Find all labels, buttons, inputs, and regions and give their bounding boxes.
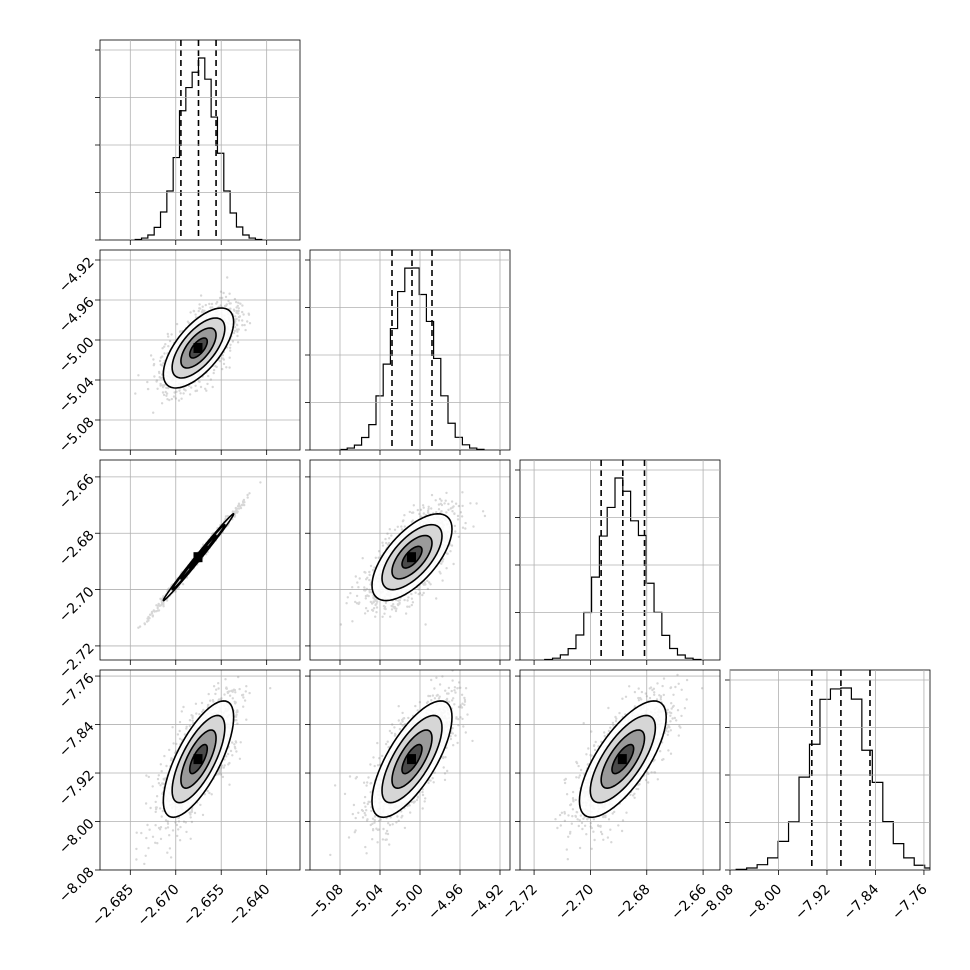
contour-2-0-3 xyxy=(162,512,235,602)
y-tick-label-3-0: −8.08 xyxy=(56,864,98,906)
panel-2-1-frame xyxy=(309,459,511,661)
density-peak-3-0 xyxy=(193,754,203,765)
scatter-panel-3-2 xyxy=(515,669,721,875)
contour-3-0-2 xyxy=(171,714,226,804)
y-tick-label-2-2: −2.68 xyxy=(56,528,98,570)
scatter-panel-2-0 xyxy=(95,459,301,665)
y-tick-label-1-3: −4.96 xyxy=(56,294,98,336)
scatter-panel-1-0 xyxy=(95,249,301,455)
panel-3-2-frame xyxy=(519,669,721,871)
contour-3-0-3 xyxy=(162,700,235,819)
x-tick-label-3-2: −7.92 xyxy=(792,882,834,924)
scatter-panel-2-1 xyxy=(305,459,511,665)
panel-3-1-frame xyxy=(309,669,511,871)
y-tick-label-3-3: −7.84 xyxy=(56,719,98,761)
x-tick-label-1-2: −5.00 xyxy=(385,882,427,924)
y-tick-label-1-0: −5.08 xyxy=(56,414,98,456)
histogram-3 xyxy=(735,687,930,870)
x-tick-label-1-3: −4.96 xyxy=(425,881,467,923)
contour-2-1-0 xyxy=(401,545,423,569)
histogram-panel-3 xyxy=(725,669,931,875)
contour-2-0-0 xyxy=(188,545,209,570)
x-tick-label-2-1: −2.70 xyxy=(556,882,598,924)
panel-3-0-frame xyxy=(99,669,301,871)
density-peak-1-0 xyxy=(193,343,203,353)
density-peak-3-2 xyxy=(617,754,627,765)
x-tick-label-0-1: −2.670 xyxy=(135,882,183,930)
hist-1-frame xyxy=(309,249,511,451)
panel-1-0-frame xyxy=(99,249,301,451)
x-tick-label-1-0: −5.08 xyxy=(305,882,347,924)
hist-0-frame xyxy=(99,39,301,241)
histogram-panel-0 xyxy=(95,39,301,245)
y-tick-label-2-1: −2.70 xyxy=(56,584,98,626)
contour-3-1-3 xyxy=(371,700,453,819)
hist-2-frame xyxy=(519,459,721,661)
x-tick-label-3-1: −8.00 xyxy=(744,882,786,924)
x-tick-label-0-2: −2.655 xyxy=(180,882,228,930)
histogram-1 xyxy=(339,267,485,450)
contour-3-2-3 xyxy=(578,700,668,819)
contour-3-2-0 xyxy=(611,743,635,775)
x-tick-label-3-4: −7.76 xyxy=(889,881,931,923)
contour-3-0-1 xyxy=(180,729,217,789)
contour-3-1-1 xyxy=(391,729,433,789)
contour-3-2-2 xyxy=(589,714,657,804)
contour-1-0-0 xyxy=(188,337,209,359)
contour-2-1-3 xyxy=(371,513,453,602)
x-tick-label-1-4: −4.92 xyxy=(465,882,507,924)
contour-2-1-1 xyxy=(391,534,433,580)
x-tick-label-0-3: −2.640 xyxy=(226,882,274,930)
contour-1-0-1 xyxy=(180,327,217,369)
y-tick-label-1-4: −4.92 xyxy=(56,254,98,296)
y-tick-label-1-1: −5.04 xyxy=(56,374,98,416)
hist-3-frame xyxy=(729,669,931,871)
y-tick-label-3-1: −8.00 xyxy=(56,816,98,858)
contour-2-1-2 xyxy=(381,523,443,591)
histogram-panel-1 xyxy=(305,249,511,455)
scatter-panel-3-0 xyxy=(95,669,301,875)
contour-3-2-1 xyxy=(600,729,646,789)
x-tick-label-3-3: −7.84 xyxy=(841,881,883,923)
contour-3-1-2 xyxy=(381,714,443,804)
panel-2-0-frame xyxy=(99,459,301,661)
density-peak-2-1 xyxy=(407,552,416,563)
contour-1-0-2 xyxy=(171,317,226,379)
contour-3-0-0 xyxy=(188,743,209,775)
x-tick-label-0-0: −2.685 xyxy=(89,882,137,930)
x-tick-label-2-2: −2.68 xyxy=(612,882,654,924)
histogram-panel-2 xyxy=(515,459,721,665)
contour-3-1-0 xyxy=(401,743,423,775)
x-tick-label-1-1: −5.04 xyxy=(345,881,387,923)
x-tick-label-2-0: −2.72 xyxy=(499,882,541,924)
y-tick-label-1-2: −5.00 xyxy=(56,334,98,376)
y-tick-label-2-3: −2.66 xyxy=(56,471,98,513)
scatter-panel-3-1 xyxy=(305,669,511,875)
density-peak-3-1 xyxy=(407,754,416,765)
contour-1-0-3 xyxy=(162,307,235,389)
y-tick-label-3-2: −7.92 xyxy=(56,767,98,809)
